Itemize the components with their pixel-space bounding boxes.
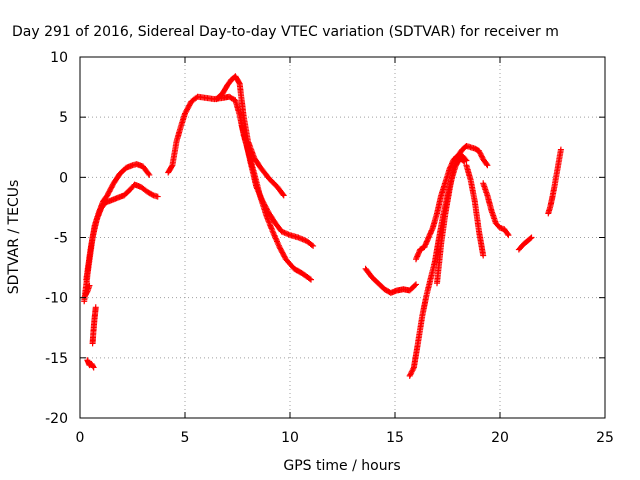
data-point-markers [89, 304, 99, 347]
series-track-14 [463, 162, 487, 259]
series-track-3 [82, 282, 93, 299]
y-tick-label: 10 [50, 50, 68, 66]
y-tick-label: 5 [59, 110, 68, 126]
data-point-markers [413, 143, 491, 263]
y-axis-title: SDTVAR / TECUs [6, 180, 22, 295]
x-axis-title: GPS time / hours [283, 458, 400, 474]
series-track-12 [413, 143, 491, 263]
data-point-markers [480, 180, 512, 239]
data-point-markers [213, 73, 287, 199]
y-tick-label: -20 [45, 411, 68, 427]
series-track-5 [89, 304, 99, 347]
series-track-17 [545, 146, 564, 217]
series-track-15 [480, 180, 512, 239]
data-point-markers [434, 152, 470, 287]
data-point-markers [83, 161, 153, 283]
series-track-9 [240, 132, 314, 283]
data-point-markers [362, 265, 419, 296]
series-track-13 [434, 152, 470, 287]
data-point-markers [240, 132, 314, 283]
x-tick-label: 20 [491, 430, 509, 446]
x-tick-label: 0 [76, 430, 85, 446]
plot-frame [79, 56, 606, 419]
data-point-markers [515, 234, 535, 253]
data-point-markers [545, 146, 564, 217]
series-track-7 [213, 73, 287, 199]
data-points [81, 73, 564, 379]
tick-labels: 0 5 10 15 20 25 -20 -15 -10 -5 0 5 10 [45, 50, 614, 446]
data-point-markers [82, 282, 93, 299]
x-tick-label: 25 [596, 430, 614, 446]
series-track-10 [362, 265, 419, 296]
y-tick-label: -10 [45, 291, 68, 307]
x-tick-label: 10 [281, 430, 299, 446]
y-tick-label: -5 [54, 231, 68, 247]
y-tick-label: -15 [45, 351, 68, 367]
y-tick-label: 0 [59, 170, 68, 186]
grid-lines [80, 57, 605, 418]
x-tick-label: 15 [386, 430, 404, 446]
data-point-markers [463, 162, 487, 259]
axis-ticks [79, 56, 606, 419]
series-track-6 [165, 93, 247, 176]
data-point-markers [165, 93, 247, 176]
chart-title: Day 291 of 2016, Sidereal Day-to-day VTE… [12, 24, 559, 40]
x-tick-label: 5 [181, 430, 190, 446]
series-track-4 [84, 357, 97, 371]
series-track-16 [515, 234, 535, 253]
data-point-markers [84, 357, 97, 371]
series-track-2 [83, 161, 153, 283]
